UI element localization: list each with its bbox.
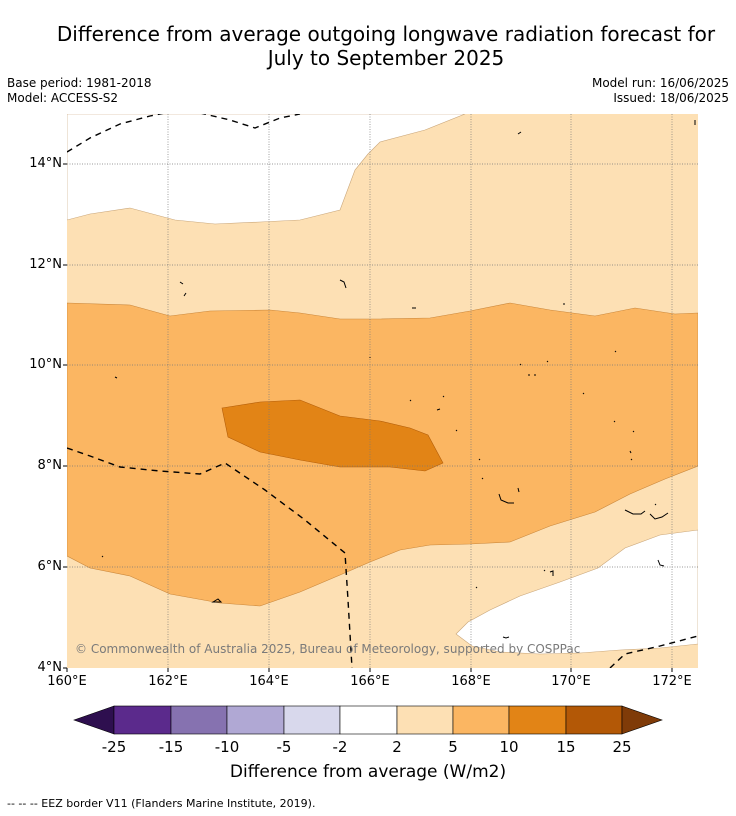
meta-right: Model run: 16/06/2025 Issued: 18/06/2025 — [592, 76, 729, 106]
colorbar-tick-25: 25 — [612, 738, 632, 756]
gridlines — [67, 114, 698, 668]
band-neutral-southeast — [455, 529, 698, 655]
eez-footnote: -- -- -- EEZ border V11 (Flanders Marine… — [7, 797, 316, 810]
colorbar-bin-4 — [283, 705, 341, 735]
lat-label-14n: 14°N — [29, 156, 62, 171]
map-title: Difference from average outgoing longwav… — [0, 22, 736, 70]
colorbar-bin-2 — [170, 705, 228, 735]
eez-borders — [67, 114, 698, 668]
colorbar-tick-minus-25: -25 — [101, 738, 127, 756]
band-neutral-north — [67, 114, 466, 225]
colorbar-bin-3 — [226, 705, 285, 735]
title-line-1: Difference from average outgoing longwav… — [56, 22, 716, 46]
colorbar-tick-2: 2 — [392, 738, 402, 756]
meta-left: Base period: 1981-2018 Model: ACCESS-S2 — [7, 76, 152, 106]
colorbar-bin-8 — [508, 705, 567, 735]
issued-date: Issued: 18/06/2025 — [613, 91, 729, 105]
model-name: Model: ACCESS-S2 — [7, 91, 119, 105]
colorbar-extend-high — [621, 705, 663, 735]
lon-label-172e: 172°E — [652, 674, 692, 689]
base-period: Base period: 1981-2018 — [7, 76, 152, 90]
colorbar-bin-1 — [113, 705, 172, 735]
colorbar-tick-10: 10 — [499, 738, 519, 756]
band-10-to-15 — [221, 399, 444, 472]
lon-label-162e: 162°E — [148, 674, 188, 689]
colorbar-bin-9 — [565, 705, 623, 735]
lat-label-10n: 10°N — [29, 357, 62, 372]
lat-label-12n: 12°N — [29, 257, 62, 272]
colorbar-label: Difference from average (W/m2) — [229, 762, 507, 782]
map-area: © Commonwealth of Australia 2025, Bureau… — [67, 114, 698, 668]
colorbar-extend-low — [73, 705, 115, 735]
colorbar-tick-minus-5: -5 — [276, 738, 292, 756]
colorbar-tick-minus-15: -15 — [158, 738, 184, 756]
colorbar-bin-6 — [396, 705, 454, 735]
colorbar-tick-5: 5 — [448, 738, 458, 756]
lat-label-6n: 6°N — [37, 559, 63, 574]
title-line-2: July to September 2025 — [267, 46, 505, 70]
colorbar-tick-minus-10: -10 — [214, 738, 240, 756]
lon-label-164e: 164°E — [249, 674, 289, 689]
lon-label-160e: 160°E — [47, 674, 87, 689]
colorbar-bin-5 — [339, 705, 398, 735]
colorbar — [73, 705, 663, 735]
tick-marks — [63, 163, 673, 672]
lon-label-166e: 166°E — [350, 674, 390, 689]
lat-label-4n: 4°N — [37, 660, 63, 675]
colorbar-tick-minus-2: -2 — [332, 738, 348, 756]
islands — [101, 120, 696, 639]
colorbar-tick-15: 15 — [556, 738, 576, 756]
model-run: Model run: 16/06/2025 — [591, 76, 729, 90]
colorbar-bin-7 — [452, 705, 510, 735]
lon-label-168e: 168°E — [451, 674, 491, 689]
lat-label-8n: 8°N — [37, 458, 63, 473]
lon-label-170e: 170°E — [551, 674, 591, 689]
copyright-notice: © Commonwealth of Australia 2025, Bureau… — [75, 642, 580, 656]
